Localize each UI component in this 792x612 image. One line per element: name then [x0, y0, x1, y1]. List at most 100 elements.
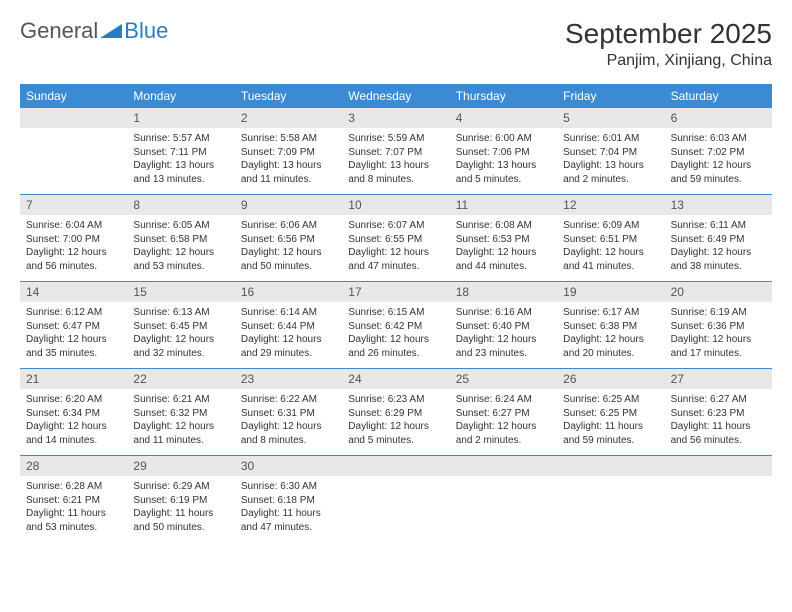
- day-number: 27: [665, 369, 772, 389]
- day-daylight1: Daylight: 12 hours: [241, 420, 336, 434]
- day-cell: [342, 476, 449, 542]
- day-sunrise: Sunrise: 5:59 AM: [348, 132, 443, 146]
- logo-text-general: General: [20, 18, 98, 44]
- day-sunrise: Sunrise: 6:27 AM: [671, 393, 766, 407]
- day-number: 18: [450, 282, 557, 302]
- day-daylight1: Daylight: 12 hours: [671, 159, 766, 173]
- day-cell: Sunrise: 6:03 AMSunset: 7:02 PMDaylight:…: [665, 128, 772, 194]
- day-sunrise: Sunrise: 6:13 AM: [133, 306, 228, 320]
- day-sunrise: Sunrise: 6:07 AM: [348, 219, 443, 233]
- day-daylight2: and 53 minutes.: [26, 521, 121, 535]
- day-sunrise: Sunrise: 6:29 AM: [133, 480, 228, 494]
- day-sunrise: Sunrise: 6:19 AM: [671, 306, 766, 320]
- day-sunset: Sunset: 7:04 PM: [563, 146, 658, 160]
- day-header: Monday: [127, 84, 234, 108]
- day-sunset: Sunset: 6:51 PM: [563, 233, 658, 247]
- month-title: September 2025: [565, 18, 772, 50]
- day-daylight2: and 8 minutes.: [348, 173, 443, 187]
- day-daylight2: and 5 minutes.: [348, 434, 443, 448]
- day-sunset: Sunset: 6:29 PM: [348, 407, 443, 421]
- day-sunset: Sunset: 6:44 PM: [241, 320, 336, 334]
- day-sunrise: Sunrise: 6:14 AM: [241, 306, 336, 320]
- day-sunset: Sunset: 6:19 PM: [133, 494, 228, 508]
- day-cell: Sunrise: 6:01 AMSunset: 7:04 PMDaylight:…: [557, 128, 664, 194]
- week-row: 282930Sunrise: 6:28 AMSunset: 6:21 PMDay…: [20, 455, 772, 542]
- day-cell: Sunrise: 6:20 AMSunset: 6:34 PMDaylight:…: [20, 389, 127, 455]
- day-number: 8: [127, 195, 234, 215]
- day-daylight2: and 8 minutes.: [241, 434, 336, 448]
- day-cell: Sunrise: 6:24 AMSunset: 6:27 PMDaylight:…: [450, 389, 557, 455]
- day-daylight2: and 56 minutes.: [26, 260, 121, 274]
- day-cell: Sunrise: 6:17 AMSunset: 6:38 PMDaylight:…: [557, 302, 664, 368]
- day-cell: Sunrise: 6:11 AMSunset: 6:49 PMDaylight:…: [665, 215, 772, 281]
- week-row: 14151617181920Sunrise: 6:12 AMSunset: 6:…: [20, 281, 772, 368]
- day-sunrise: Sunrise: 6:04 AM: [26, 219, 121, 233]
- day-daylight2: and 23 minutes.: [456, 347, 551, 361]
- day-sunrise: Sunrise: 6:20 AM: [26, 393, 121, 407]
- day-number: 12: [557, 195, 664, 215]
- day-sunset: Sunset: 7:07 PM: [348, 146, 443, 160]
- day-cell: Sunrise: 6:30 AMSunset: 6:18 PMDaylight:…: [235, 476, 342, 542]
- day-daylight2: and 41 minutes.: [563, 260, 658, 274]
- day-sunrise: Sunrise: 6:08 AM: [456, 219, 551, 233]
- day-sunset: Sunset: 6:42 PM: [348, 320, 443, 334]
- day-number: 6: [665, 108, 772, 128]
- day-daylight1: Daylight: 12 hours: [456, 420, 551, 434]
- day-daylight2: and 56 minutes.: [671, 434, 766, 448]
- day-daylight2: and 2 minutes.: [456, 434, 551, 448]
- day-sunset: Sunset: 6:47 PM: [26, 320, 121, 334]
- day-cell: Sunrise: 6:22 AMSunset: 6:31 PMDaylight:…: [235, 389, 342, 455]
- day-sunset: Sunset: 6:32 PM: [133, 407, 228, 421]
- day-daylight1: Daylight: 12 hours: [348, 420, 443, 434]
- day-daylight1: Daylight: 12 hours: [133, 246, 228, 260]
- day-daylight2: and 2 minutes.: [563, 173, 658, 187]
- day-header: Wednesday: [342, 84, 449, 108]
- day-cell: Sunrise: 6:23 AMSunset: 6:29 PMDaylight:…: [342, 389, 449, 455]
- day-cell: Sunrise: 6:00 AMSunset: 7:06 PMDaylight:…: [450, 128, 557, 194]
- day-number: [20, 108, 127, 128]
- day-sunset: Sunset: 6:31 PM: [241, 407, 336, 421]
- day-sunrise: Sunrise: 6:11 AM: [671, 219, 766, 233]
- day-cell: Sunrise: 6:14 AMSunset: 6:44 PMDaylight:…: [235, 302, 342, 368]
- day-number: 9: [235, 195, 342, 215]
- day-sunrise: Sunrise: 6:03 AM: [671, 132, 766, 146]
- day-number: [665, 456, 772, 476]
- day-number: 5: [557, 108, 664, 128]
- location: Panjim, Xinjiang, China: [565, 52, 772, 70]
- day-number: 19: [557, 282, 664, 302]
- day-sunrise: Sunrise: 6:25 AM: [563, 393, 658, 407]
- day-header: Thursday: [450, 84, 557, 108]
- logo-triangle-icon: [100, 20, 122, 43]
- day-cell: Sunrise: 6:19 AMSunset: 6:36 PMDaylight:…: [665, 302, 772, 368]
- day-cell: Sunrise: 6:12 AMSunset: 6:47 PMDaylight:…: [20, 302, 127, 368]
- day-daylight2: and 13 minutes.: [133, 173, 228, 187]
- day-cell: Sunrise: 6:09 AMSunset: 6:51 PMDaylight:…: [557, 215, 664, 281]
- day-number: 24: [342, 369, 449, 389]
- day-daylight2: and 38 minutes.: [671, 260, 766, 274]
- week-row: 78910111213Sunrise: 6:04 AMSunset: 7:00 …: [20, 194, 772, 281]
- day-number: 11: [450, 195, 557, 215]
- day-daylight1: Daylight: 12 hours: [563, 246, 658, 260]
- day-daylight1: Daylight: 12 hours: [133, 333, 228, 347]
- day-number: [450, 456, 557, 476]
- day-header: Tuesday: [235, 84, 342, 108]
- day-sunset: Sunset: 6:56 PM: [241, 233, 336, 247]
- day-number: 15: [127, 282, 234, 302]
- day-sunset: Sunset: 6:49 PM: [671, 233, 766, 247]
- day-number: 14: [20, 282, 127, 302]
- day-cell: [20, 128, 127, 194]
- day-number: 3: [342, 108, 449, 128]
- day-sunrise: Sunrise: 6:22 AM: [241, 393, 336, 407]
- day-daylight2: and 35 minutes.: [26, 347, 121, 361]
- day-number: 16: [235, 282, 342, 302]
- day-sunset: Sunset: 7:06 PM: [456, 146, 551, 160]
- day-sunset: Sunset: 6:21 PM: [26, 494, 121, 508]
- day-daylight1: Daylight: 12 hours: [241, 246, 336, 260]
- day-sunset: Sunset: 6:38 PM: [563, 320, 658, 334]
- day-number: 13: [665, 195, 772, 215]
- day-daylight1: Daylight: 13 hours: [241, 159, 336, 173]
- day-number: 22: [127, 369, 234, 389]
- day-daylight1: Daylight: 12 hours: [26, 420, 121, 434]
- week-row: 123456Sunrise: 5:57 AMSunset: 7:11 PMDay…: [20, 108, 772, 194]
- day-number: 29: [127, 456, 234, 476]
